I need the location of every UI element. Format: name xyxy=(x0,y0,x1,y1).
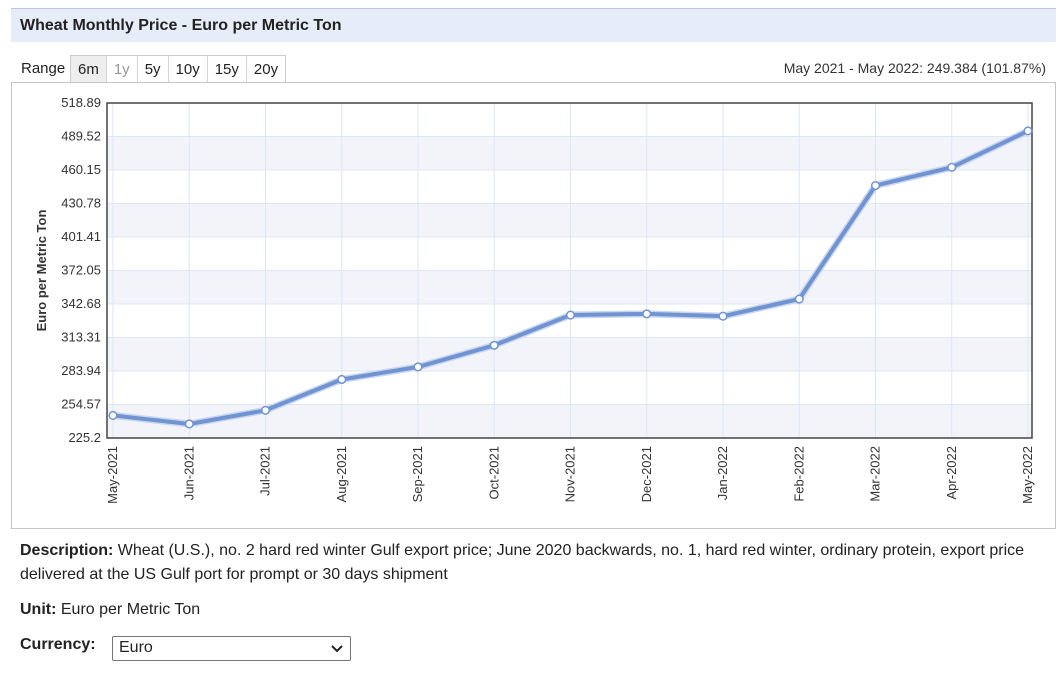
data-point xyxy=(337,374,347,385)
range-button-15y[interactable]: 15y xyxy=(207,56,247,83)
plot-band xyxy=(107,404,1032,438)
description: Description: Wheat (U.S.), no. 2 hard re… xyxy=(20,539,1050,587)
unit-label: Unit: xyxy=(20,601,57,618)
x-tick-label: May-2021 xyxy=(105,446,120,504)
x-tick-label: Oct-2021 xyxy=(486,446,501,499)
data-point xyxy=(413,362,423,372)
x-tick-label: Sep-2021 xyxy=(410,446,425,502)
currency-row: Currency: Euro xyxy=(20,636,351,661)
x-tick-label: Apr-2022 xyxy=(944,446,959,499)
plot-border xyxy=(106,102,1033,439)
plot-band xyxy=(107,136,1032,170)
range-button-20y[interactable]: 20y xyxy=(246,56,286,83)
x-tick-label: Jan-2022 xyxy=(715,446,730,500)
y-tick-label: 460.15 xyxy=(61,162,101,177)
x-tick-label: Mar-2022 xyxy=(868,446,883,502)
data-point xyxy=(108,410,118,420)
data-point xyxy=(1023,126,1033,136)
x-tick-label: Jun-2021 xyxy=(181,446,196,500)
data-point xyxy=(565,310,576,320)
plot-band xyxy=(107,270,1032,304)
unit-row: Unit: Euro per Metric Ton xyxy=(20,601,200,619)
x-tick-label: Jul-2021 xyxy=(258,446,273,496)
line-chart-svg: 518.89 489.52 460.15 430.78 401.41 372.05 342.… xyxy=(34,95,1035,504)
plot-band xyxy=(107,203,1032,237)
y-tick-label: 313.31 xyxy=(61,330,101,345)
range-label: Range xyxy=(21,60,66,77)
x-tick-label: Dec-2021 xyxy=(639,446,654,502)
data-point xyxy=(870,181,881,191)
data-point xyxy=(184,419,194,429)
data-point xyxy=(947,162,957,172)
currency-select[interactable]: Euro xyxy=(112,636,351,661)
range-button-6m[interactable]: 6m xyxy=(71,56,107,83)
chevron-down-icon xyxy=(331,645,343,653)
y-axis-title: Euro per Metric Ton xyxy=(34,210,49,332)
x-tick-label: Nov-2021 xyxy=(563,446,578,502)
description-text: Wheat (U.S.), no. 2 hard red winter Gulf… xyxy=(20,542,1025,583)
plot-band xyxy=(107,337,1032,371)
range-selector-row: Range 6m 1y 5y 10y 15y 20y May 2021 - May 202… xyxy=(11,55,1056,84)
x-tick-label: Feb-2022 xyxy=(791,446,806,502)
unit-text: Euro per Metric Ton xyxy=(56,601,201,618)
y-tick-label: 401.41 xyxy=(61,229,101,244)
data-point xyxy=(642,309,652,319)
y-tick-label: 283.94 xyxy=(61,363,101,378)
description-label: Description: xyxy=(20,542,114,559)
chart-title-bar: Wheat Monthly Price - Euro per Metric To… xyxy=(11,8,1056,42)
range-button-10y[interactable]: 10y xyxy=(168,56,208,83)
data-point xyxy=(489,340,499,350)
data-point xyxy=(260,405,271,415)
data-point xyxy=(794,294,804,304)
price-chart: 518.89 489.52 460.15 430.78 401.41 372.05 342.… xyxy=(11,82,1056,529)
y-tick-label: 518.89 xyxy=(61,95,101,110)
y-tick-label: 254.57 xyxy=(61,397,101,412)
range-button-1y[interactable]: 1y xyxy=(106,56,138,83)
currency-label: Currency: xyxy=(20,636,96,653)
range-summary: May 2021 - May 2022: 249.384 (101.87%) xyxy=(783,60,1046,76)
page-title: Wheat Monthly Price - Euro per Metric To… xyxy=(20,17,342,34)
currency-selected-value: Euro xyxy=(119,639,153,656)
range-button-group: 6m 1y 5y 10y 15y 20y xyxy=(70,55,287,84)
data-point xyxy=(718,311,728,321)
x-tick-label: Aug-2021 xyxy=(334,446,349,502)
y-tick-label: 372.05 xyxy=(61,263,101,278)
y-tick-label: 225.2 xyxy=(68,430,101,445)
range-button-5y[interactable]: 5y xyxy=(137,56,169,83)
y-tick-label: 342.68 xyxy=(61,296,101,311)
x-tick-label: May-2022 xyxy=(1020,446,1035,504)
y-tick-label: 489.52 xyxy=(61,129,101,144)
y-tick-label: 430.78 xyxy=(61,196,101,211)
